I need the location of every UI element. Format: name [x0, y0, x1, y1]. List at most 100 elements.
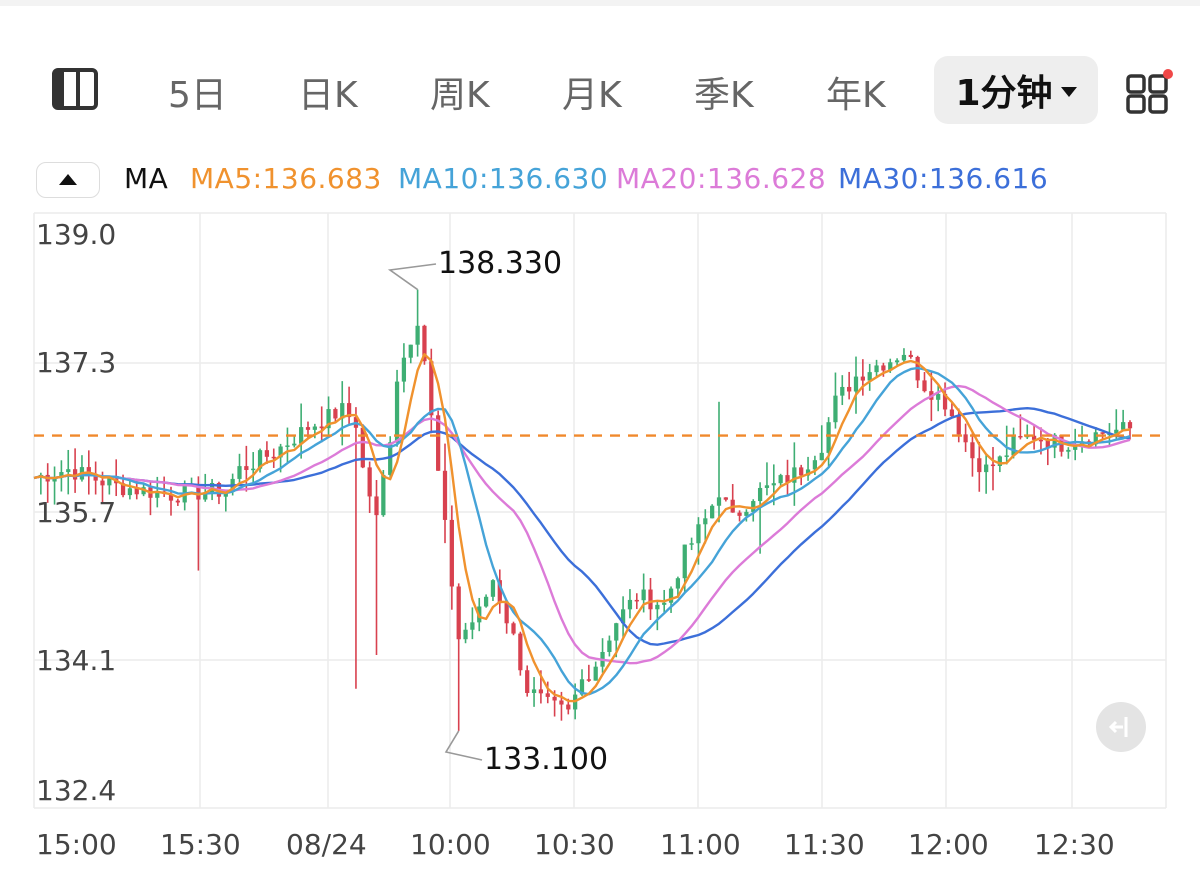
candle-body — [463, 629, 468, 640]
candle-body — [374, 496, 379, 516]
active-period-label: 1分钟 — [955, 73, 1053, 114]
candle-body — [819, 452, 824, 461]
candle-body — [346, 403, 352, 418]
x-tick-label: 11:30 — [784, 828, 865, 861]
candle-body — [244, 466, 249, 470]
candle-body — [949, 409, 955, 417]
candle-body — [367, 467, 372, 497]
candle-body — [792, 467, 797, 483]
candle-body — [990, 464, 996, 467]
candle-body — [1045, 440, 1050, 448]
candle-body — [908, 354, 913, 358]
candle-body — [723, 497, 728, 500]
candle-body — [826, 422, 831, 453]
candle-body — [470, 622, 475, 630]
x-tick-label: 10:30 — [534, 828, 615, 861]
candle-body — [436, 415, 441, 471]
low-price-label: 133.100 — [484, 742, 609, 777]
panel-layout-button[interactable] — [52, 68, 98, 110]
candle-body — [696, 524, 701, 544]
candle-body — [545, 693, 550, 697]
candle-body — [456, 586, 461, 640]
candle-body — [264, 450, 270, 457]
ma-legend-row: MA MA5:136.683 MA10:136.630 MA20:136.628… — [0, 158, 1200, 202]
y-tick-label: 139.0 — [36, 218, 117, 251]
candle-body — [1066, 449, 1071, 452]
candle-body — [1121, 422, 1126, 430]
jump-to-latest-button[interactable] — [1096, 702, 1146, 752]
candle-body — [52, 477, 57, 482]
candle-body — [593, 666, 598, 681]
candle-body — [483, 596, 489, 607]
candle-body — [956, 416, 961, 435]
tab-monthly-k[interactable]: 月K — [562, 75, 622, 116]
y-tick-label: 132.4 — [36, 774, 117, 807]
caret-down-icon — [1060, 87, 1077, 97]
candle-body — [737, 512, 742, 516]
candle-body — [305, 427, 311, 430]
y-tick-label: 134.1 — [36, 644, 117, 677]
ma10-line — [33, 366, 1131, 696]
top-divider — [0, 0, 1200, 6]
candle-body — [299, 427, 304, 444]
tab-quarterly-k[interactable]: 季K — [694, 75, 754, 116]
candle-body — [1114, 429, 1119, 434]
candle-body — [312, 426, 317, 430]
candle-body — [963, 434, 968, 443]
candle-body — [490, 580, 496, 597]
tab-1min-dropdown[interactable]: 1分钟 — [934, 56, 1098, 124]
candle-body — [319, 426, 324, 429]
candle-body — [285, 445, 290, 447]
candle-body — [874, 365, 879, 373]
candle-body — [415, 325, 420, 345]
candle-body — [785, 475, 790, 483]
grid-menu-button[interactable] — [1126, 68, 1173, 114]
candle-body — [634, 599, 639, 602]
candle-body — [237, 466, 242, 479]
low-leader-line — [444, 730, 483, 761]
x-tick-label: 08/24 — [286, 828, 367, 861]
candlestick-chart[interactable] — [0, 205, 1200, 825]
tab-weekly-k[interactable]: 周K — [430, 75, 490, 116]
ma30-line — [33, 407, 1131, 646]
ma5-value: MA5:136.683 — [190, 162, 382, 195]
tab-5day[interactable]: 5日 — [168, 75, 227, 116]
candle-body — [970, 442, 975, 459]
ma5-line — [33, 353, 1131, 703]
candle-body — [689, 543, 694, 545]
candle-body — [381, 474, 386, 516]
candle-body — [764, 485, 770, 488]
collapse-indicator-button[interactable] — [36, 162, 100, 198]
candle-body — [155, 491, 160, 498]
candle-body — [744, 511, 749, 516]
candle-body — [100, 480, 105, 486]
candle-body — [668, 588, 674, 603]
triangle-up-icon — [59, 174, 77, 185]
candle-body — [340, 403, 345, 419]
candle-body — [1100, 432, 1105, 434]
candle-body — [607, 640, 612, 652]
candle-body — [394, 381, 400, 443]
candle-body — [86, 467, 91, 475]
candle-body — [59, 472, 64, 478]
candle-body — [757, 487, 763, 502]
candle-body — [847, 386, 852, 392]
x-tick-label: 12:30 — [1034, 828, 1115, 861]
candle-body — [1004, 455, 1009, 457]
ma20-line — [33, 384, 1131, 665]
high-leader-line — [387, 263, 437, 291]
candle-body — [1038, 439, 1044, 442]
candle-body — [1093, 432, 1098, 445]
candle-body — [881, 365, 886, 371]
candle-body — [278, 446, 283, 458]
candle-body — [997, 456, 1002, 466]
candle-body — [1031, 435, 1037, 440]
candle-body — [614, 623, 619, 641]
candle-body — [1052, 434, 1057, 448]
tab-yearly-k[interactable]: 年K — [826, 75, 886, 116]
candle-body — [196, 484, 201, 500]
candle-body — [497, 580, 502, 604]
candle-body — [422, 325, 427, 362]
tab-daily-k[interactable]: 日K — [298, 75, 358, 116]
candle-body — [127, 488, 133, 496]
